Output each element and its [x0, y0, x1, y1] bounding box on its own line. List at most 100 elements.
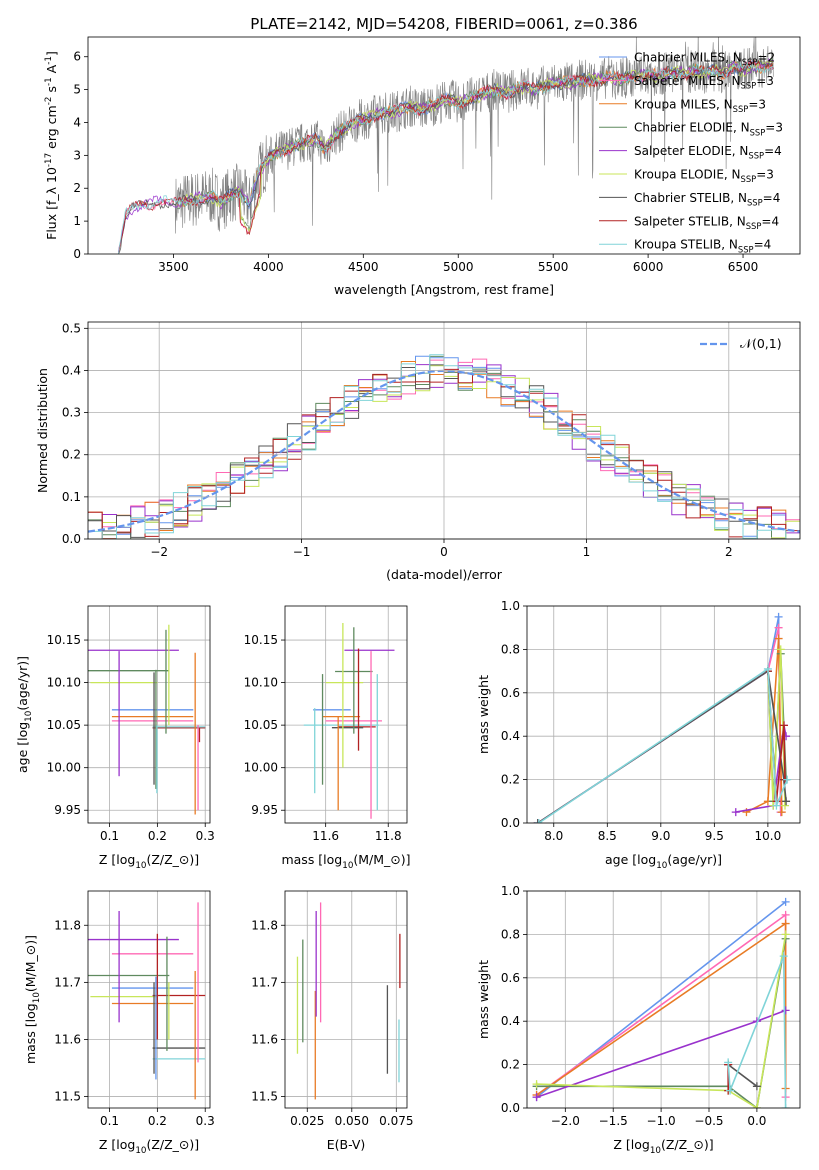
- label-part: E(B-V): [327, 1137, 366, 1152]
- plot-area: [532, 897, 790, 1108]
- label-part: Chabrier STELIB, N: [634, 191, 747, 205]
- y-tick-label: 0.4: [501, 1014, 520, 1028]
- plot-area: [296, 902, 401, 1100]
- x-tick-label: 11.8: [375, 829, 402, 843]
- axes-age_vs_mass: 11.6 11.8 9.95 10.00 10.05 10.10 10.15 mass [lo…: [244, 605, 411, 871]
- axes-frame: [526, 890, 801, 1109]
- label-part: 10: [656, 861, 667, 871]
- plot-area: [533, 612, 792, 823]
- y-tick-label: 0.4: [501, 729, 520, 743]
- x-tick-label: −1.5: [599, 1114, 628, 1128]
- y-tick-label: 11.5: [54, 1090, 81, 1104]
- label-part: 10: [342, 861, 353, 871]
- y-axis-label: mass weight: [476, 675, 491, 754]
- label-part: SSP: [741, 174, 757, 184]
- label-part: =4: [761, 214, 779, 228]
- x-tick-label: −1.0: [647, 1114, 676, 1128]
- y-tick-label: 11.8: [54, 918, 81, 932]
- y-tick-label: 10.15: [47, 633, 81, 647]
- y-tick-label: 0.0: [62, 532, 81, 546]
- label-part: Chabrier MILES, N: [634, 51, 742, 65]
- x-tick-label: 6000: [633, 260, 664, 274]
- y-axis-label: age [log10(age/yr)]: [15, 656, 34, 773]
- label-part: 10: [135, 861, 146, 871]
- label-part: -17: [44, 153, 54, 167]
- label-part: =3: [756, 168, 774, 182]
- label-part: mass weight: [476, 675, 491, 754]
- label-part: Z [log: [613, 1137, 649, 1152]
- y-tick-label: 11.8: [251, 918, 278, 932]
- x-tick-label: 5500: [538, 260, 569, 274]
- label-part: Z [log: [99, 852, 135, 867]
- label-part: SSP: [738, 244, 754, 254]
- y-tick-label: 0.5: [62, 321, 81, 335]
- x-tick-label: −2: [150, 545, 168, 559]
- x-tick-label: 5000: [443, 260, 474, 274]
- axes-spectrum: 3500 4000 4500 5000 5500 6000 6500 0 1 2 3 4 5 6 wavel…: [44, 36, 801, 297]
- y-tick-label: 11.6: [251, 1032, 278, 1046]
- label-part: SSP: [746, 221, 762, 231]
- weight-marker-kroupa_stelib: [763, 664, 772, 673]
- legend-label: Kroupa ELODIE, NSSP=3: [634, 168, 774, 185]
- x-tick-label: 4000: [253, 260, 284, 274]
- label-part: SSP: [747, 198, 763, 208]
- axes-frame: [87, 321, 801, 540]
- y-tick-label: 11.7: [54, 975, 81, 989]
- label-part: Normed distribution: [35, 368, 50, 493]
- weight-line-kroupa_elodie: [536, 934, 787, 1108]
- weight-marker-chabrier_stelib: [533, 819, 542, 823]
- label-part: =2: [757, 51, 775, 65]
- plot-area: [88, 624, 206, 815]
- legend-label: Chabrier MILES, NSSP=2: [634, 51, 775, 68]
- label-part: -2: [44, 97, 54, 106]
- label-part: =3: [756, 74, 774, 88]
- label-part: =4: [763, 191, 781, 205]
- model-spectrum-salpeter_stelib: [118, 59, 774, 254]
- y-tick-label: 0: [73, 247, 81, 261]
- label-part: -1: [44, 77, 54, 86]
- weight-line-kroupa_stelib: [727, 955, 787, 1108]
- x-tick-label: 0.2: [148, 829, 167, 843]
- weight-marker-salpeter_stelib: [779, 721, 788, 730]
- y-tick-label: 11.7: [251, 975, 278, 989]
- x-tick-label: 1: [583, 545, 591, 559]
- weight-marker-kroupa_miles: [774, 634, 783, 643]
- y-tick-label: 11.6: [54, 1032, 81, 1046]
- weight-line-chabrier_miles: [537, 616, 782, 823]
- y-tick-label: 3: [73, 148, 81, 162]
- weight-marker-kroupa_elodie: [781, 930, 790, 939]
- y-tick-label: 10.10: [244, 676, 278, 690]
- x-tick-label: 0.1: [100, 1114, 119, 1128]
- x-tick-label: 0.3: [196, 1114, 215, 1128]
- label-part: mass [log: [281, 852, 342, 867]
- y-axis-label: Normed distribution: [35, 368, 50, 493]
- x-tick-label: 0.2: [148, 1114, 167, 1128]
- plot-area: [303, 623, 395, 819]
- label-part: age [log: [605, 852, 656, 867]
- x-tick-label: 11.6: [312, 829, 339, 843]
- label-part: SSP: [742, 57, 758, 67]
- x-axis-label: age [log10(age/yr)]: [605, 852, 722, 871]
- label-part: 10: [135, 1146, 146, 1156]
- weight-marker-chabrier_stelib: [782, 797, 791, 806]
- label-part: Chabrier ELODIE, N: [634, 121, 750, 135]
- weight-line-chabrier_stelib: [537, 669, 787, 823]
- x-tick-label: 10.0: [755, 829, 782, 843]
- label-part: -1: [44, 56, 54, 65]
- y-tick-label: 10.05: [47, 718, 81, 732]
- y-tick-label: 10.00: [47, 761, 81, 775]
- y-tick-label: 9.95: [251, 803, 278, 817]
- x-tick-label: 0.1: [100, 829, 119, 843]
- label-part: 10: [24, 711, 34, 722]
- y-tick-label: 0.2: [501, 773, 520, 787]
- plot-area: [118, 37, 774, 254]
- axes-frame: [87, 605, 211, 824]
- axes-mass_vs_ebv: 0.025 0.050 0.075 11.5 11.6 11.7 11.8 E(B-V): [251, 890, 413, 1152]
- y-tick-label: 1: [73, 214, 81, 228]
- weight-marker-chabrier_miles: [774, 612, 783, 621]
- weight-marker-kroupa_stelib: [772, 801, 781, 810]
- weight-marker-kroupa_elodie: [781, 801, 790, 810]
- x-tick-label: 9.5: [705, 829, 724, 843]
